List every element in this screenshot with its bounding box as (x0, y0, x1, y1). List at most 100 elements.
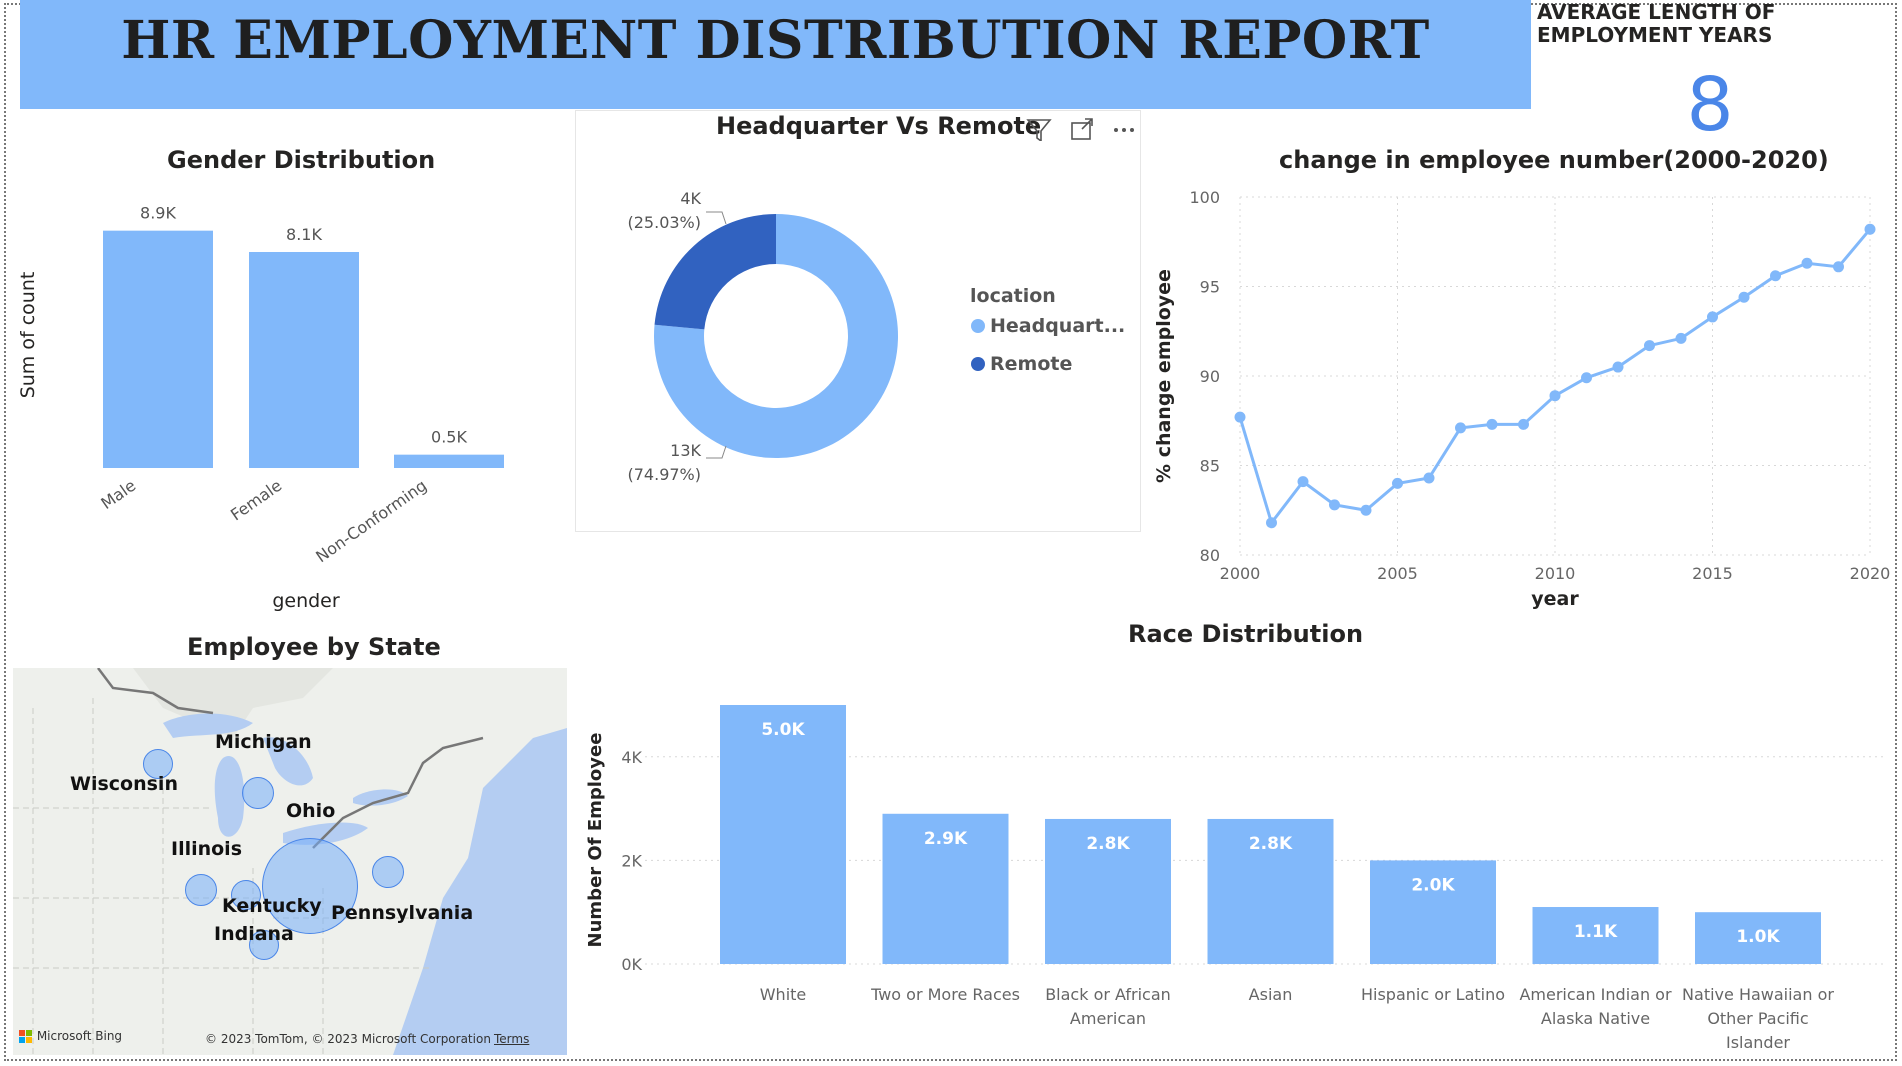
trend-data-point[interactable] (1707, 311, 1718, 323)
trend-data-point[interactable] (1612, 361, 1624, 373)
race-data-label: 2.8K (1249, 834, 1293, 854)
trend-y-tick: 90 (1200, 367, 1220, 386)
legend-marker (971, 319, 985, 333)
trend-y-tick: 95 (1200, 278, 1220, 297)
donut-value-label: 13K (670, 441, 701, 460)
microsoft-logo-icon (19, 1029, 32, 1043)
map-bubble-michigan[interactable] (242, 777, 274, 809)
race-category-label: Other Pacific (1707, 1009, 1808, 1028)
donut-percent-label: (25.03%) (628, 213, 702, 232)
map-terms-link[interactable]: Terms (494, 1032, 530, 1046)
trend-y-tick: 80 (1200, 546, 1220, 565)
employee-state-map[interactable]: Michigan Wisconsin Ohio Illinois Kentuck… (13, 668, 567, 1055)
trend-x-tick: 2010 (1535, 564, 1576, 583)
trend-x-tick: 2005 (1377, 564, 1418, 583)
gender-chart-title: Gender Distribution (167, 146, 436, 174)
race-category-label: Islander (1726, 1033, 1790, 1052)
trend-x-tick: 2020 (1850, 564, 1891, 583)
bing-logo: Microsoft Bing (19, 1029, 122, 1044)
trend-data-point[interactable] (1297, 476, 1309, 488)
gender-category-label: Non-Conforming (312, 476, 430, 567)
map-bubble-illinois[interactable] (185, 874, 217, 906)
race-bar[interactable] (1532, 907, 1659, 964)
focus-mode-icon[interactable] (1071, 118, 1093, 140)
map-bubble-kentucky[interactable] (231, 880, 261, 910)
map-label-wisconsin: Wisconsin (70, 773, 178, 795)
gender-bar[interactable] (103, 230, 213, 468)
trend-data-point[interactable] (1518, 418, 1529, 430)
trend-line-chart[interactable]: 80 85 90 95 100 2000 2005 2010 2015 2020 year % cha… (1140, 175, 1900, 620)
kpi-label: AVERAGE LENGTH OF EMPLOYMENT YEARS (1537, 0, 1776, 47)
trend-data-point[interactable] (1864, 223, 1876, 235)
race-chart-title: Race Distribution (1128, 620, 1364, 648)
trend-data-point[interactable] (1644, 340, 1655, 352)
donut-leader-line (706, 211, 727, 225)
map-base (13, 668, 567, 1055)
trend-data-point[interactable] (1455, 422, 1466, 434)
trend-data-point[interactable] (1549, 390, 1561, 402)
map-bubble-ohio[interactable] (262, 838, 358, 934)
gender-bar-chart[interactable]: 8.9K Male 8.1K Female 0.5K Non-Conforming gend… (0, 180, 570, 620)
race-category-label: Black or African (1045, 985, 1171, 1004)
map-bubble-pennsylvania[interactable] (372, 856, 404, 888)
trend-data-point[interactable] (1423, 472, 1435, 484)
trend-data-point[interactable] (1392, 477, 1403, 489)
race-category-label: White (760, 985, 807, 1004)
race-bar[interactable] (1695, 912, 1821, 964)
trend-data-point[interactable] (1675, 332, 1687, 344)
card-toolbar (1026, 118, 1134, 141)
more-options-icon[interactable] (1114, 128, 1134, 132)
race-bar[interactable] (720, 705, 846, 964)
trend-data-point[interactable] (1266, 517, 1277, 529)
trend-chart-title: change in employee number(2000-2020) (1279, 146, 1829, 174)
map-label-michigan: Michigan (215, 731, 312, 753)
filter-icon[interactable] (1026, 119, 1052, 141)
gender-x-axis-title: gender (272, 590, 340, 612)
trend-data-point[interactable] (1234, 411, 1246, 423)
trend-data-point[interactable] (1581, 372, 1592, 384)
legend-item-label: Remote (990, 353, 1072, 375)
trend-data-point[interactable] (1360, 504, 1372, 516)
trend-data-point[interactable] (1738, 291, 1750, 303)
donut-slice-headquart[interactable] (654, 214, 898, 458)
location-donut-chart[interactable]: 4K (25.03%) 13K (74.97%) location Headquart..… (576, 150, 1140, 530)
race-bar-chart[interactable]: 0K 2K 4K 5.0K White 2.9K Two or More Races 2.8K… (575, 680, 1895, 1060)
trend-data-point[interactable] (1329, 499, 1340, 511)
legend-title: location (970, 285, 1056, 307)
map-label-illinois: Illinois (171, 838, 243, 860)
map-bubble-indiana[interactable] (249, 930, 279, 960)
trend-x-axis-title: year (1531, 588, 1579, 610)
map-label-kentucky: Kentucky (222, 895, 322, 917)
gender-data-label: 0.5K (431, 428, 467, 447)
donut-leader-line (706, 445, 727, 459)
location-chart-title: Headquarter Vs Remote (716, 112, 1042, 140)
trend-data-point[interactable] (1486, 418, 1498, 430)
race-data-label: 2.9K (924, 829, 968, 849)
race-category-label: American Indian or (1519, 985, 1672, 1004)
race-data-label: 1.1K (1574, 922, 1618, 942)
map-bubble-wisconsin[interactable] (143, 749, 173, 779)
race-bar[interactable] (1045, 818, 1171, 964)
trend-data-point[interactable] (1801, 257, 1813, 269)
race-y-tick: 2K (621, 851, 642, 870)
trend-data-point[interactable] (1770, 270, 1781, 282)
legend-item-label: Headquart... (990, 315, 1125, 337)
trend-x-tick: 2000 (1220, 564, 1261, 583)
race-bar[interactable] (1370, 860, 1496, 964)
gender-category-label: Male (97, 476, 139, 513)
donut-slice-remote[interactable] (654, 214, 776, 330)
trend-y-tick: 85 (1200, 457, 1220, 476)
race-y-tick: 4K (621, 748, 642, 767)
race-data-label: 1.0K (1736, 927, 1780, 947)
trend-data-point[interactable] (1833, 261, 1844, 273)
map-label-indiana: Indiana (214, 923, 294, 945)
race-bar[interactable] (1207, 818, 1334, 964)
gender-bar[interactable] (394, 454, 504, 468)
gender-bar[interactable] (249, 252, 359, 468)
gender-y-axis-title: Sum of count (17, 272, 39, 399)
map-title: Employee by State (187, 633, 441, 661)
race-category-label: Two or More Races (870, 985, 1020, 1004)
bing-label: Microsoft Bing (36, 1029, 123, 1043)
trend-y-tick: 100 (1189, 188, 1220, 207)
race-bar[interactable] (882, 813, 1009, 964)
